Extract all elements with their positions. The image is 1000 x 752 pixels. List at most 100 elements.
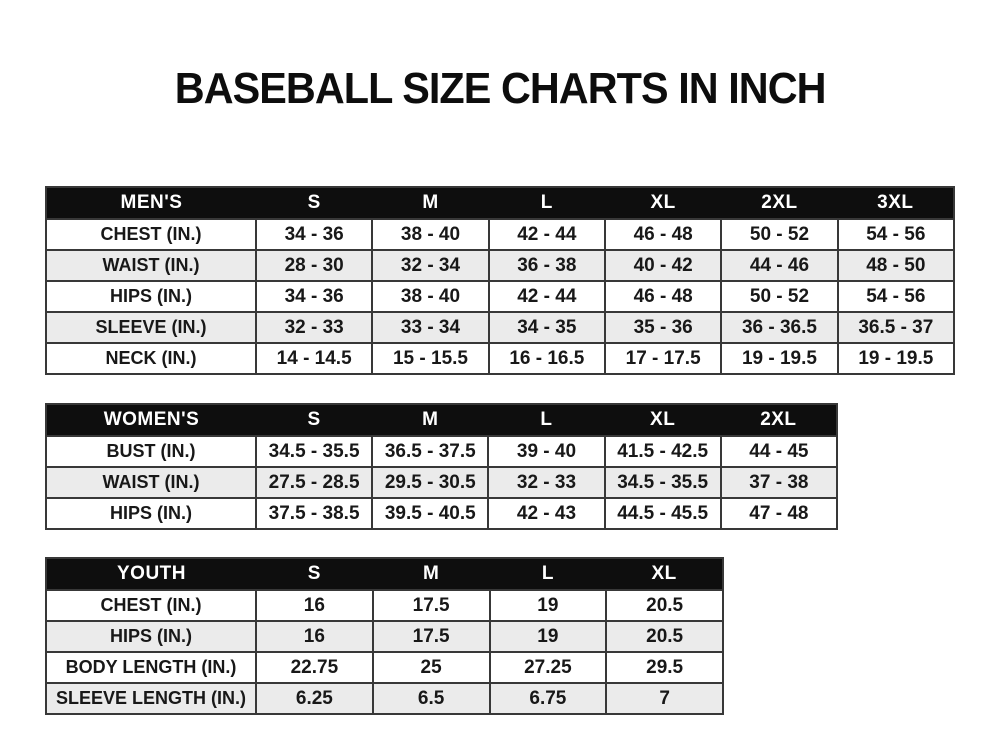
- size-value-cell: 42 - 44: [487, 280, 606, 313]
- measurement-label: HIPS (IN.): [45, 620, 257, 653]
- table-row-hips: HIPS (IN.) 16 17.5 19 20.5: [45, 620, 724, 653]
- measurement-label: HIPS (IN.): [45, 280, 257, 313]
- size-value-cell: 34.5 - 35.5: [603, 466, 722, 499]
- size-value-cell: 16 - 16.5: [487, 342, 606, 375]
- page-title: BASEBALL SIZE CHARTS IN INCH: [174, 64, 827, 113]
- measurement-label: BUST (IN.): [45, 435, 257, 468]
- size-value-cell: 44.5 - 45.5: [603, 497, 722, 530]
- size-value-cell: 27.5 - 28.5: [254, 466, 374, 499]
- size-value-cell: 48 - 50: [836, 249, 956, 282]
- size-value-cell: 35 - 36: [603, 311, 723, 344]
- womens-header-row: WOMEN'S S M L XL 2XL: [46, 404, 837, 436]
- size-value-cell: 34 - 36: [254, 280, 374, 313]
- size-value-cell: 16: [255, 589, 374, 622]
- size-value-cell: 42 - 43: [487, 497, 606, 530]
- measurement-label: CHEST (IN.): [45, 218, 257, 251]
- size-value-cell: 32 - 34: [371, 249, 490, 282]
- size-value-cell: 41.5 - 42.5: [603, 435, 722, 468]
- size-value-cell: 33 - 34: [371, 311, 490, 344]
- table-row-body-length: BODY LENGTH (IN.) 22.75 25 27.25 29.5: [45, 651, 724, 684]
- size-value-cell: 39 - 40: [487, 435, 606, 468]
- size-value-cell: 27.25: [488, 651, 608, 684]
- size-value-cell: 29.5 - 30.5: [371, 466, 490, 499]
- size-value-cell: 36 - 38: [487, 249, 606, 282]
- size-value-cell: 6.25: [255, 682, 374, 715]
- youth-size-table: YOUTH S M L XL CHEST (IN.) 16 17.5 19 20…: [45, 557, 724, 715]
- table-row-sleeve: SLEEVE (IN.) 32 - 33 33 - 34 34 - 35 35 …: [45, 311, 956, 344]
- size-value-cell: 36.5 - 37.5: [371, 435, 490, 468]
- size-value-cell: 47 - 48: [719, 497, 839, 530]
- size-column-header: M: [372, 404, 489, 436]
- size-value-cell: 50 - 52: [720, 280, 839, 313]
- table-row-hips: HIPS (IN.) 37.5 - 38.5 39.5 - 40.5 42 - …: [45, 497, 839, 530]
- womens-size-table: WOMEN'S S M L XL 2XL BUST (IN.) 34.5 - 3…: [45, 403, 839, 530]
- size-value-cell: 44 - 46: [720, 249, 839, 282]
- size-value-cell: 6.5: [371, 682, 491, 715]
- size-column-header: 2XL: [720, 404, 837, 436]
- size-value-cell: 54 - 56: [836, 280, 956, 313]
- measurement-label: HIPS (IN.): [45, 497, 257, 530]
- size-value-cell: 34.5 - 35.5: [254, 435, 374, 468]
- size-value-cell: 29.5: [605, 651, 724, 684]
- table-row-sleeve-length: SLEEVE LENGTH (IN.) 6.25 6.5 6.75 7: [45, 682, 724, 715]
- size-value-cell: 50 - 52: [720, 218, 839, 251]
- womens-category-header: WOMEN'S: [46, 404, 256, 436]
- size-column-header: L: [488, 404, 605, 436]
- size-column-header: S: [256, 187, 373, 219]
- mens-size-table: MEN'S S M L XL 2XL 3XL CHEST (IN.) 34 - …: [45, 186, 956, 375]
- size-value-cell: 15 - 15.5: [371, 342, 490, 375]
- table-row-waist: WAIST (IN.) 28 - 30 32 - 34 36 - 38 40 -…: [45, 249, 956, 282]
- size-value-cell: 19 - 19.5: [720, 342, 839, 375]
- size-column-header: M: [372, 187, 489, 219]
- size-value-cell: 54 - 56: [836, 218, 956, 251]
- measurement-label: CHEST (IN.): [45, 589, 257, 622]
- table-row-chest: CHEST (IN.) 16 17.5 19 20.5: [45, 589, 724, 622]
- size-value-cell: 20.5: [605, 620, 724, 653]
- size-value-cell: 7: [605, 682, 724, 715]
- size-value-cell: 34 - 35: [487, 311, 606, 344]
- title-container: BASEBALL SIZE CHARTS IN INCH: [0, 0, 1000, 114]
- size-value-cell: 37.5 - 38.5: [254, 497, 374, 530]
- size-value-cell: 20.5: [605, 589, 724, 622]
- measurement-label: WAIST (IN.): [45, 249, 257, 282]
- table-row-bust: BUST (IN.) 34.5 - 35.5 36.5 - 37.5 39 - …: [45, 435, 839, 468]
- size-column-header: XL: [604, 404, 721, 436]
- size-value-cell: 38 - 40: [371, 280, 490, 313]
- size-value-cell: 17.5: [371, 589, 491, 622]
- size-value-cell: 42 - 44: [487, 218, 606, 251]
- size-value-cell: 46 - 48: [603, 218, 723, 251]
- size-column-header: 2XL: [721, 187, 838, 219]
- measurement-label: SLEEVE (IN.): [45, 311, 257, 344]
- size-value-cell: 19: [488, 620, 608, 653]
- measurement-label: BODY LENGTH (IN.): [45, 651, 257, 684]
- size-value-cell: 6.75: [488, 682, 608, 715]
- size-column-header: 3XL: [837, 187, 954, 219]
- size-value-cell: 36 - 36.5: [720, 311, 839, 344]
- size-value-cell: 19 - 19.5: [836, 342, 956, 375]
- size-value-cell: 46 - 48: [603, 280, 723, 313]
- table-row-chest: CHEST (IN.) 34 - 36 38 - 40 42 - 44 46 -…: [45, 218, 956, 251]
- size-value-cell: 14 - 14.5: [254, 342, 374, 375]
- size-column-header: S: [256, 558, 373, 590]
- size-value-cell: 25: [371, 651, 491, 684]
- table-row-neck: NECK (IN.) 14 - 14.5 15 - 15.5 16 - 16.5…: [45, 342, 956, 375]
- size-value-cell: 28 - 30: [254, 249, 374, 282]
- size-value-cell: 39.5 - 40.5: [371, 497, 490, 530]
- size-value-cell: 34 - 36: [254, 218, 374, 251]
- size-value-cell: 22.75: [255, 651, 374, 684]
- table-row-waist: WAIST (IN.) 27.5 - 28.5 29.5 - 30.5 32 -…: [45, 466, 839, 499]
- size-column-header: XL: [606, 558, 723, 590]
- size-value-cell: 40 - 42: [603, 249, 723, 282]
- size-column-header: S: [256, 404, 373, 436]
- size-value-cell: 19: [488, 589, 608, 622]
- size-column-header: L: [488, 187, 605, 219]
- size-value-cell: 17.5: [371, 620, 491, 653]
- size-value-cell: 38 - 40: [371, 218, 490, 251]
- size-value-cell: 32 - 33: [487, 466, 606, 499]
- table-row-hips: HIPS (IN.) 34 - 36 38 - 40 42 - 44 46 - …: [45, 280, 956, 313]
- mens-header-row: MEN'S S M L XL 2XL 3XL: [46, 187, 954, 219]
- size-column-header: M: [372, 558, 490, 590]
- measurement-label: WAIST (IN.): [45, 466, 257, 499]
- size-value-cell: 36.5 - 37: [836, 311, 956, 344]
